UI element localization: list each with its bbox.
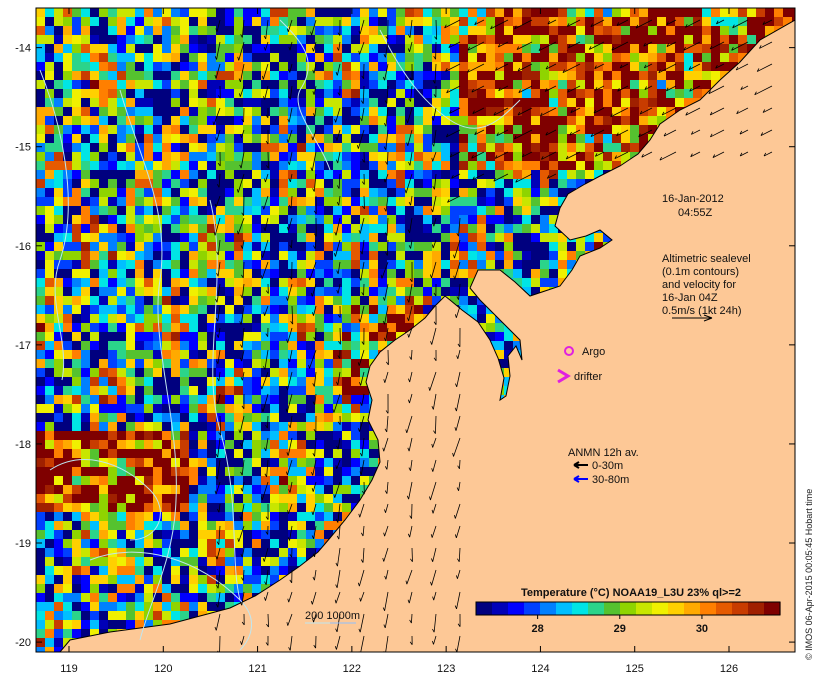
colorbar-swatch — [556, 602, 573, 615]
alt-line-3: 16-Jan 04Z — [662, 292, 718, 304]
alt-line-4: 0.5m/s (1kt 24h) — [662, 305, 741, 317]
scale-arrow-icon — [672, 314, 713, 322]
lon-tick-label: 125 — [626, 663, 644, 675]
colorbar-swatch — [524, 602, 541, 615]
alt-line-1: (0.1m contours) — [662, 266, 739, 278]
colorbar-swatch — [764, 602, 781, 615]
colorbar-swatch — [588, 602, 605, 615]
lat-tick-label: -20 — [15, 637, 31, 649]
colorbar-swatch — [636, 602, 653, 615]
lat-tick-label: -18 — [15, 439, 31, 451]
colorbar-swatch — [508, 602, 525, 615]
drifter-icon — [557, 368, 571, 384]
colorbar-tick-label: 30 — [696, 623, 708, 635]
colorbar-swatches — [476, 602, 781, 615]
sealevel-contours — [39, 19, 521, 651]
depth-scale: 200 1000m — [305, 610, 360, 624]
drifter-label: drifter — [574, 371, 602, 383]
colorbar-tick-label: 28 — [531, 623, 543, 635]
longitude-axis: 119 120 121 122 123 124 125 126 — [60, 8, 738, 675]
anmn-shallow-label: 0-30m — [592, 460, 623, 472]
lat-tick-label: -16 — [15, 241, 31, 253]
anmn-legend: ANMN 12h av. 0-30m 30-80m — [568, 447, 639, 486]
lat-tick-label: -17 — [15, 340, 31, 352]
drifter-marker: drifter — [557, 368, 602, 384]
colorbar-swatch — [476, 602, 493, 615]
map-frame — [35, 7, 796, 653]
lat-tick-label: -15 — [15, 142, 31, 154]
colorbar-swatch — [732, 602, 749, 615]
altimetry-legend: Altimetric sealevel (0.1m contours) and … — [662, 253, 751, 322]
alt-line-0: Altimetric sealevel — [662, 253, 751, 265]
colorbar-title: Temperature (°C) NOAA19_L3U 23% ql>=2 — [521, 587, 741, 599]
colorbar: Temperature (°C) NOAA19_L3U 23% ql>=2 28… — [475, 587, 781, 635]
colorbar-swatch — [492, 602, 509, 615]
colorbar-swatch — [604, 602, 621, 615]
colorbar-swatch — [716, 602, 733, 615]
colorbar-swatch — [540, 602, 557, 615]
credit-text: © IMOS 06-Apr-2015 00:05:45 Hobart time — [804, 488, 814, 660]
date-label: 16-Jan-2012 04:55Z — [662, 193, 724, 219]
velocity-vectors — [212, 19, 773, 652]
argo-marker: Argo — [564, 346, 605, 358]
lon-tick-label: 119 — [60, 663, 78, 675]
colorbar-swatch — [684, 602, 701, 615]
lon-tick-label: 124 — [531, 663, 549, 675]
anmn-title: ANMN 12h av. — [568, 447, 639, 459]
colorbar-swatch — [620, 602, 637, 615]
lat-tick-label: -19 — [15, 538, 31, 550]
colorbar-ticks: 28 29 30 — [531, 615, 708, 635]
lon-tick-label: 121 — [248, 663, 266, 675]
lon-tick-label: 126 — [720, 663, 738, 675]
land-mass — [59, 8, 795, 652]
date-line2: 04:55Z — [678, 207, 713, 219]
colorbar-tick-label: 29 — [614, 623, 626, 635]
argo-icon — [564, 346, 574, 356]
colorbar-swatch — [668, 602, 685, 615]
alt-line-2: and velocity for — [662, 279, 736, 291]
latitude-axis: -14 -15 -16 -17 -18 -19 -20 — [15, 43, 795, 649]
colorbar-swatch — [652, 602, 669, 615]
lat-tick-label: -14 — [15, 43, 31, 55]
argo-label: Argo — [582, 346, 605, 358]
lon-tick-label: 120 — [154, 663, 172, 675]
lon-tick-label: 123 — [437, 663, 455, 675]
date-line1: 16-Jan-2012 — [662, 193, 724, 205]
colorbar-swatch — [572, 602, 589, 615]
colorbar-swatch — [700, 602, 717, 615]
depth-scale-label: 200 1000m — [305, 610, 360, 622]
anmn-deep-label: 30-80m — [592, 474, 629, 486]
lon-tick-label: 122 — [343, 663, 361, 675]
colorbar-swatch — [748, 602, 765, 615]
